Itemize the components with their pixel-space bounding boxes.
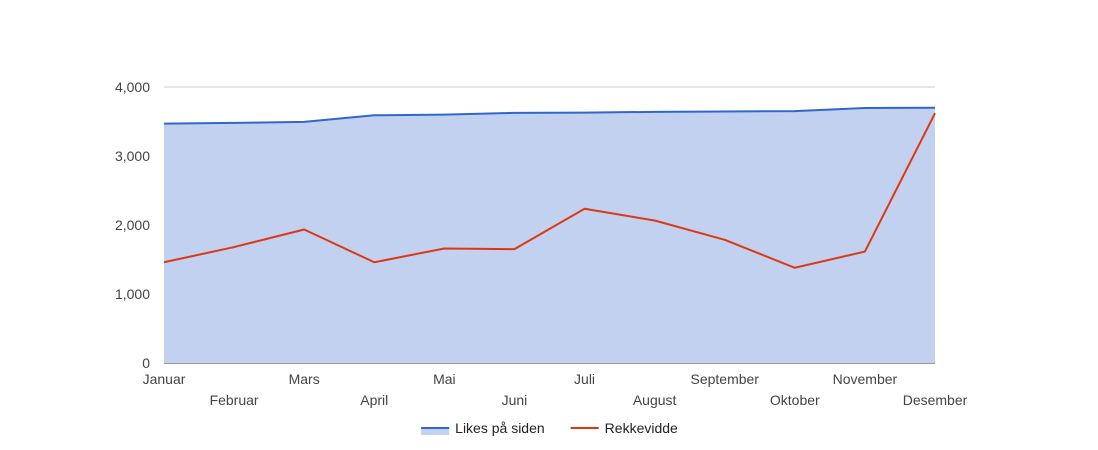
y-tick-label: 0: [142, 355, 150, 371]
legend-label: Rekkevidde: [605, 420, 678, 436]
x-tick-label: April: [360, 392, 388, 408]
x-tick-label: Februar: [210, 392, 259, 408]
x-tick-label: September: [690, 371, 759, 387]
area-layer: [164, 107, 935, 363]
y-tick-label: 2,000: [115, 217, 150, 233]
series-line-likes: [163, 106, 936, 125]
x-tick-label: August: [633, 392, 677, 408]
legend-label: Likes på siden: [455, 420, 545, 436]
y-tick-label: 4,000: [115, 79, 150, 95]
x-axis: Januar Februar Mars April Mai Juni Juli August S…: [143, 371, 968, 408]
y-tick-label: 3,000: [115, 148, 150, 164]
series-line-rekkevidde: [163, 112, 936, 269]
x-tick-label: November: [833, 371, 898, 387]
legend-swatch-fill: [421, 428, 450, 435]
series-area-fill: [164, 107, 935, 363]
x-tick-label: Januar: [143, 371, 186, 387]
x-tick-label: Mai: [433, 371, 456, 387]
x-tick-label: Desember: [903, 392, 968, 408]
legend[interactable]: Likes på siden Rekkevidde: [421, 420, 678, 436]
line-layer: [163, 106, 936, 269]
x-tick-label: Juni: [502, 392, 528, 408]
y-axis: 0 1,000 2,000 3,000 4,000: [115, 79, 150, 371]
legend-item-rekkevidde[interactable]: Rekkevidde: [570, 420, 678, 436]
x-tick-label: Juli: [574, 371, 595, 387]
x-tick-label: Oktober: [770, 392, 820, 408]
y-tick-label: 1,000: [115, 286, 150, 302]
legend-item-likes[interactable]: Likes på siden: [421, 420, 545, 436]
x-tick-label: Mars: [289, 371, 320, 387]
